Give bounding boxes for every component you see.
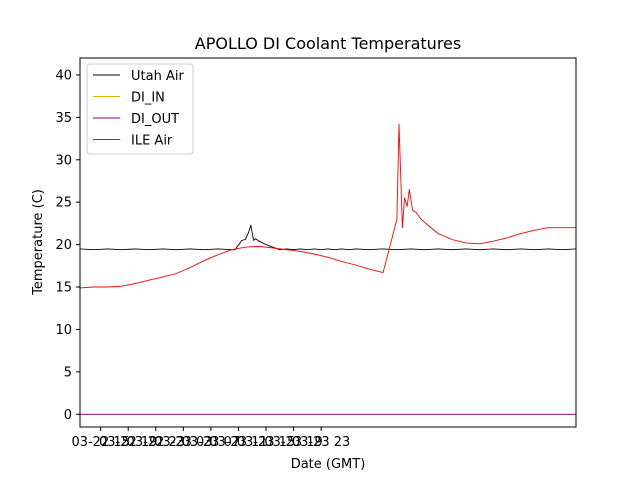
- y-tick-label: 5: [64, 365, 72, 380]
- y-tick-label: 0: [64, 408, 72, 423]
- legend-label: DI_OUT: [131, 112, 179, 127]
- x-tick-label: 03-22 19: [99, 435, 157, 450]
- chart-title: APOLLO DI Coolant Temperatures: [195, 34, 461, 53]
- y-tick-label: 25: [55, 196, 72, 211]
- legend-label: Utah Air: [131, 69, 184, 84]
- x-tick-label: 03-22 23: [127, 435, 185, 450]
- x-tick-label: 03-23 15: [237, 435, 295, 450]
- y-tick-label: 40: [55, 68, 72, 83]
- x-axis-label: Date (GMT): [291, 457, 366, 472]
- y-tick-label: 30: [55, 153, 72, 168]
- x-tick-label: 03-23 03: [154, 435, 212, 450]
- y-tick-label: 15: [55, 281, 72, 296]
- plot-frame: [79, 57, 577, 428]
- x-tick-label: 03-22 15: [71, 435, 129, 450]
- y-tick-label: 10: [55, 323, 72, 338]
- y-tick-label: 35: [55, 111, 72, 126]
- y-axis-label: Temperature (C): [31, 189, 46, 296]
- y-tick-label: 20: [55, 238, 72, 253]
- legend-label: DI_IN: [131, 91, 165, 106]
- series-line-utah-air: [79, 224, 577, 251]
- legend: Utah Air DI_IN DI_OUT ILE Air: [86, 63, 194, 155]
- series-line-ile-air: [79, 123, 576, 289]
- x-tick-label: 03-23 19: [264, 435, 322, 450]
- x-tick-label: 03-23 11: [209, 435, 267, 450]
- y-axis: 0 5 10 15 20 25 30 35 40: [55, 68, 80, 423]
- legend-box: [86, 63, 194, 155]
- x-tick-label: 03-23 23: [292, 435, 350, 450]
- plot-lines: [79, 123, 577, 415]
- legend-label: ILE Air: [131, 134, 173, 149]
- x-tick-label: 03-23 07: [182, 435, 240, 450]
